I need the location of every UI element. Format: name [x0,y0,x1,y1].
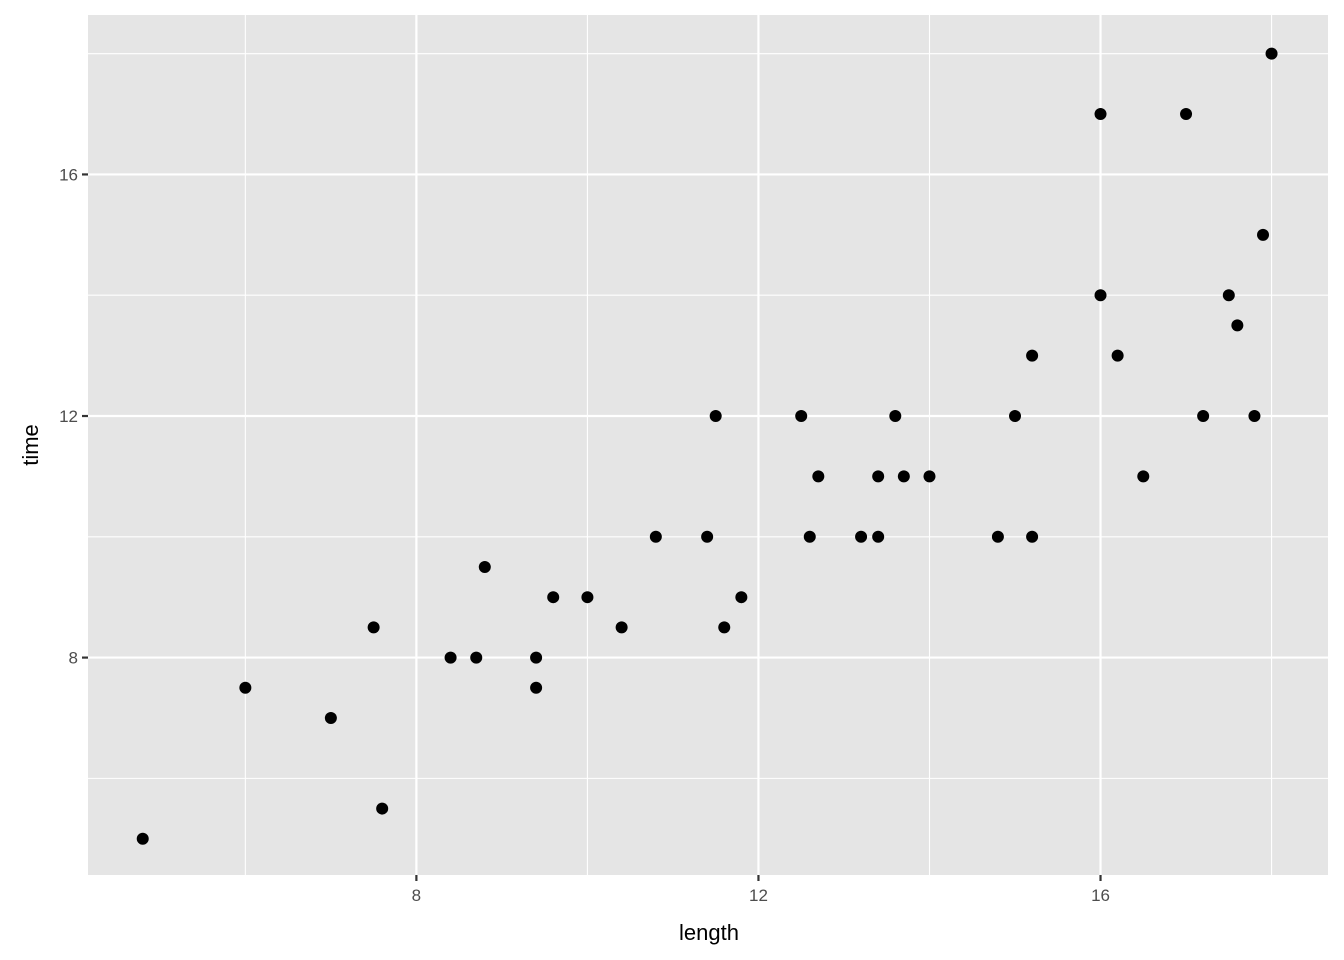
data-point [923,470,936,483]
y-tick-label: 12 [59,407,78,426]
data-point [803,530,816,543]
data-point [239,681,252,694]
data-point [718,621,731,634]
data-point [1222,289,1235,302]
data-point [1180,108,1193,121]
data-point [1137,470,1150,483]
data-point [1257,228,1270,241]
x-tick-label: 12 [749,886,768,905]
data-point [530,681,543,694]
data-point [701,530,714,543]
data-point [1009,410,1022,423]
data-point [478,560,491,573]
data-point [1026,530,1039,543]
data-point [709,410,722,423]
plot-panel [88,15,1328,875]
data-point [376,802,389,815]
data-point [1248,410,1261,423]
data-point [872,530,885,543]
data-point [547,591,560,604]
data-point [889,410,902,423]
data-point [1197,410,1210,423]
data-point [530,651,543,664]
data-point [1094,108,1107,121]
data-point [367,621,380,634]
data-point [1026,349,1039,362]
data-point [649,530,662,543]
data-point [735,591,748,604]
data-points [136,47,1278,845]
x-axis-title: length [679,920,739,945]
data-point [615,621,628,634]
data-point [136,832,149,845]
data-point [470,651,483,664]
data-point [1231,319,1244,332]
data-point [324,711,337,724]
data-point [991,530,1004,543]
x-tick-label: 8 [412,886,421,905]
data-point [795,410,808,423]
axis-ticks: 8 12 16 8 12 16 [59,165,1110,905]
data-point [1094,289,1107,302]
data-point [444,651,457,664]
data-point [581,591,594,604]
data-point [897,470,910,483]
data-point [812,470,825,483]
y-tick-label: 8 [69,649,78,668]
data-point [1111,349,1124,362]
x-tick-label: 16 [1091,886,1110,905]
data-point [872,470,885,483]
y-axis-title: time [18,424,43,466]
y-tick-label: 16 [59,165,78,184]
data-point [855,530,868,543]
data-point [1265,47,1278,60]
